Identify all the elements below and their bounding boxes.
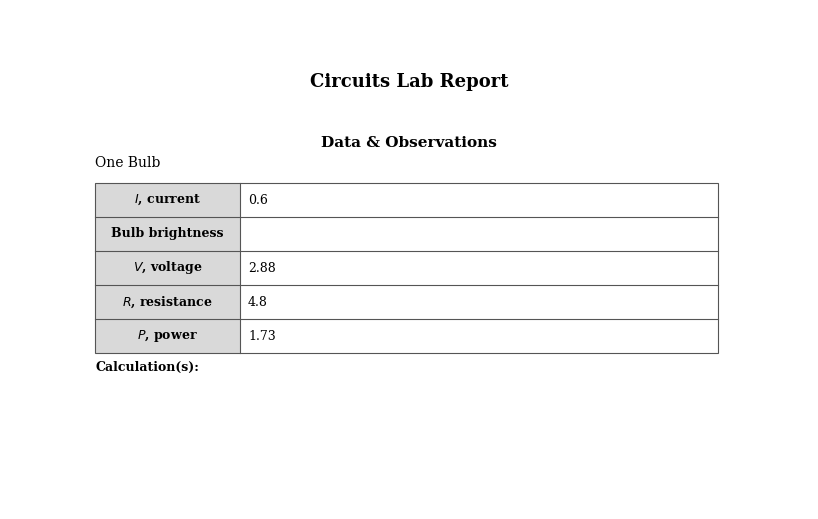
Text: $\it{I}$, current: $\it{I}$, current (134, 193, 201, 207)
Bar (95, 183, 718, 353)
Bar (240, 251, 718, 285)
Bar (95, 285, 240, 319)
Bar (240, 285, 718, 319)
Bar (95, 251, 240, 285)
Text: One Bulb: One Bulb (95, 156, 160, 170)
Text: $\it{R}$, resistance: $\it{R}$, resistance (122, 294, 213, 310)
Text: 0.6: 0.6 (248, 194, 267, 207)
Text: Calculation(s):: Calculation(s): (95, 361, 199, 374)
Text: 2.88: 2.88 (248, 262, 276, 275)
Text: $\it{P}$, power: $\it{P}$, power (137, 328, 198, 344)
Bar (240, 183, 718, 217)
Text: Bulb brightness: Bulb brightness (111, 227, 224, 240)
Bar (95, 217, 240, 251)
Text: 1.73: 1.73 (248, 330, 276, 343)
Text: Circuits Lab Report: Circuits Lab Report (310, 73, 508, 91)
Bar (95, 319, 240, 353)
Bar (240, 319, 718, 353)
Text: 4.8: 4.8 (248, 295, 267, 308)
Bar (95, 183, 240, 217)
Text: $\it{V}$, voltage: $\it{V}$, voltage (133, 260, 202, 277)
Bar (240, 217, 718, 251)
Text: Data & Observations: Data & Observations (321, 136, 497, 150)
